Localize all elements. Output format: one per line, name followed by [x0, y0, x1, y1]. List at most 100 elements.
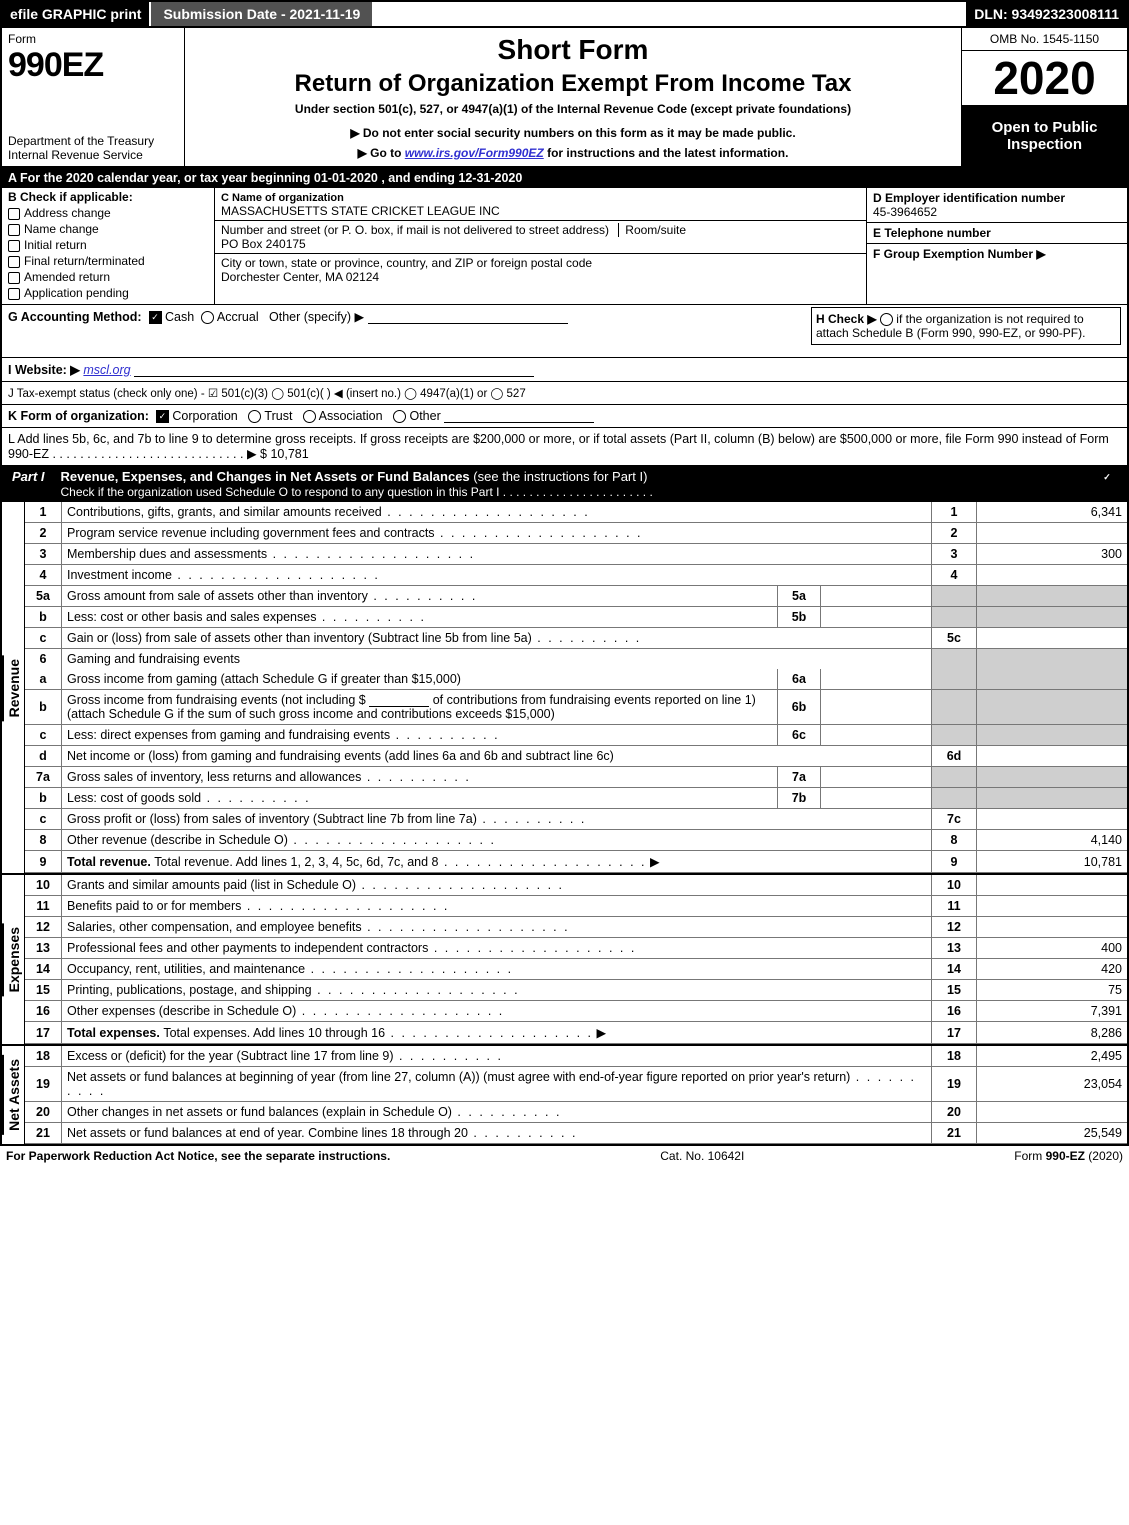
topbar-spacer: [374, 2, 966, 26]
h-radio[interactable]: [880, 313, 893, 326]
assoc-radio[interactable]: [303, 410, 316, 423]
do-not-enter-text: ▶ Do not enter social security numbers o…: [195, 126, 951, 140]
line-6c: cLess: direct expenses from gaming and f…: [25, 725, 1127, 746]
section-bcdef: B Check if applicable: Address change Na…: [0, 188, 1129, 305]
check-b-title: B Check if applicable:: [8, 190, 208, 204]
check-name-change[interactable]: Name change: [8, 222, 208, 236]
efile-print-label[interactable]: efile GRAPHIC print: [2, 2, 149, 26]
check-application-pending[interactable]: Application pending: [8, 286, 208, 300]
form-of-org-row: K Form of organization: ✓ Corporation Tr…: [0, 405, 1129, 428]
line-11: 11Benefits paid to or for members11: [25, 896, 1127, 917]
header-right: OMB No. 1545-1150 2020 Open to Public In…: [962, 28, 1127, 166]
part-i-label: Part I: [2, 466, 55, 502]
line-13: 13Professional fees and other payments t…: [25, 938, 1127, 959]
right-info-column: D Employer identification number 45-3964…: [866, 188, 1127, 304]
check-amended-return[interactable]: Amended return: [8, 270, 208, 284]
j-text: J Tax-exempt status (check only one) - ☑…: [8, 388, 526, 400]
i-label: I Website: ▶: [8, 363, 80, 377]
line-5a: 5aGross amount from sale of assets other…: [25, 586, 1127, 607]
open-to-public: Open to Public Inspection: [962, 106, 1127, 166]
line-6a: aGross income from gaming (attach Schedu…: [25, 669, 1127, 690]
goto-link[interactable]: www.irs.gov/Form990EZ: [405, 146, 544, 160]
org-address: PO Box 240175: [221, 237, 306, 251]
line-21: 21Net assets or fund balances at end of …: [25, 1123, 1127, 1144]
return-title: Return of Organization Exempt From Incom…: [195, 70, 951, 98]
line-18: 18Excess or (deficit) for the year (Subt…: [25, 1046, 1127, 1067]
under-section-text: Under section 501(c), 527, or 4947(a)(1)…: [195, 102, 951, 116]
f-label: F Group Exemption Number ▶: [873, 247, 1046, 261]
org-address-row: Number and street (or P. O. box, if mail…: [215, 221, 866, 254]
other-label: Other (specify) ▶: [269, 310, 364, 324]
top-bar: efile GRAPHIC print Submission Date - 20…: [0, 0, 1129, 28]
ein-row: D Employer identification number 45-3964…: [867, 188, 1127, 223]
department-label: Department of the Treasury Internal Reve…: [8, 134, 178, 162]
dept-treasury: Department of the Treasury: [8, 134, 154, 148]
check-initial-return[interactable]: Initial return: [8, 238, 208, 252]
line-6d: dNet income or (loss) from gaming and fu…: [25, 746, 1127, 767]
c-label: C Name of organization: [221, 192, 344, 204]
ein-value: 45-3964652: [873, 205, 937, 219]
check-address-change[interactable]: Address change: [8, 206, 208, 220]
form-ref: Form 990-EZ (2020): [1014, 1149, 1123, 1163]
check-if-applicable: B Check if applicable: Address change Na…: [2, 188, 215, 304]
line-8: 8Other revenue (describe in Schedule O)8…: [25, 830, 1127, 851]
website-underline: [134, 376, 534, 377]
part-i-header: Part I Revenue, Expenses, and Changes in…: [0, 466, 1129, 502]
submission-date-label: Submission Date - 2021-11-19: [149, 2, 374, 26]
net-assets-section: Net Assets 18Excess or (deficit) for the…: [0, 1046, 1129, 1146]
org-city: Dorchester Center, MA 02124: [221, 270, 379, 284]
tax-year: 2020: [962, 51, 1127, 106]
other-org-label: Other: [409, 409, 440, 423]
org-city-row: City or town, state or province, country…: [215, 254, 866, 304]
form-word: Form: [8, 32, 178, 46]
e-label: E Telephone number: [873, 226, 991, 240]
paperwork-notice: For Paperwork Reduction Act Notice, see …: [6, 1149, 390, 1163]
part-i-checkbox[interactable]: ✓: [1087, 466, 1127, 502]
short-form-title: Short Form: [195, 34, 951, 66]
org-name-row: C Name of organization MASSACHUSETTS STA…: [215, 188, 866, 221]
accrual-radio[interactable]: [201, 311, 214, 324]
line-20: 20Other changes in net assets or fund ba…: [25, 1102, 1127, 1123]
part-i-title-text: Revenue, Expenses, and Changes in Net As…: [61, 469, 470, 484]
revenue-table: 1Contributions, gifts, grants, and simil…: [25, 502, 1127, 873]
omb-number: OMB No. 1545-1150: [962, 28, 1127, 51]
check-final-return[interactable]: Final return/terminated: [8, 254, 208, 268]
line-4: 4Investment income4: [25, 565, 1127, 586]
line-1: 1Contributions, gifts, grants, and simil…: [25, 502, 1127, 523]
addr-label: Number and street (or P. O. box, if mail…: [221, 223, 609, 237]
line-16: 16Other expenses (describe in Schedule O…: [25, 1001, 1127, 1022]
goto-text: ▶ Go to www.irs.gov/Form990EZ for instru…: [195, 146, 951, 160]
line-12: 12Salaries, other compensation, and empl…: [25, 917, 1127, 938]
h-pre: H Check ▶: [816, 312, 877, 326]
goto-pre: ▶ Go to: [358, 146, 405, 160]
website-link[interactable]: mscl.org: [83, 363, 130, 377]
dept-irs: Internal Revenue Service: [8, 148, 143, 162]
goto-post: for instructions and the latest informat…: [547, 146, 788, 160]
accrual-label: Accrual: [217, 310, 259, 324]
header-left: Form 990EZ Department of the Treasury In…: [2, 28, 185, 166]
line-9: 9Total revenue. Total revenue. Add lines…: [25, 851, 1127, 873]
group-exemption-row: F Group Exemption Number ▶: [867, 244, 1127, 300]
part-i-checkline: Check if the organization used Schedule …: [61, 485, 653, 499]
expenses-side-label: Expenses: [2, 923, 24, 996]
org-info-column: C Name of organization MASSACHUSETTS STA…: [215, 188, 866, 304]
org-name: MASSACHUSETTS STATE CRICKET LEAGUE INC: [221, 204, 500, 218]
l-value: 10,781: [270, 447, 308, 461]
cash-checkbox[interactable]: ✓: [149, 311, 162, 324]
other-radio[interactable]: [393, 410, 406, 423]
other-org-input[interactable]: [444, 422, 594, 423]
form-header: Form 990EZ Department of the Treasury In…: [0, 28, 1129, 168]
part-i-title: Revenue, Expenses, and Changes in Net As…: [55, 466, 1087, 502]
line-10: 10Grants and similar amounts paid (list …: [25, 875, 1127, 896]
other-specify-input[interactable]: [368, 323, 568, 324]
trust-radio[interactable]: [248, 410, 261, 423]
h-check-box: H Check ▶ if the organization is not req…: [811, 307, 1121, 345]
corp-label: Corporation: [172, 409, 237, 423]
k-label: K Form of organization:: [8, 409, 149, 423]
revenue-side-label: Revenue: [2, 655, 24, 721]
gross-receipts-row: L Add lines 5b, 6c, and 7b to line 9 to …: [0, 428, 1129, 466]
line-7c: cGross profit or (loss) from sales of in…: [25, 809, 1127, 830]
revenue-section: Revenue 1Contributions, gifts, grants, a…: [0, 502, 1129, 875]
cash-label: Cash: [165, 310, 194, 324]
corp-checkbox[interactable]: ✓: [156, 410, 169, 423]
